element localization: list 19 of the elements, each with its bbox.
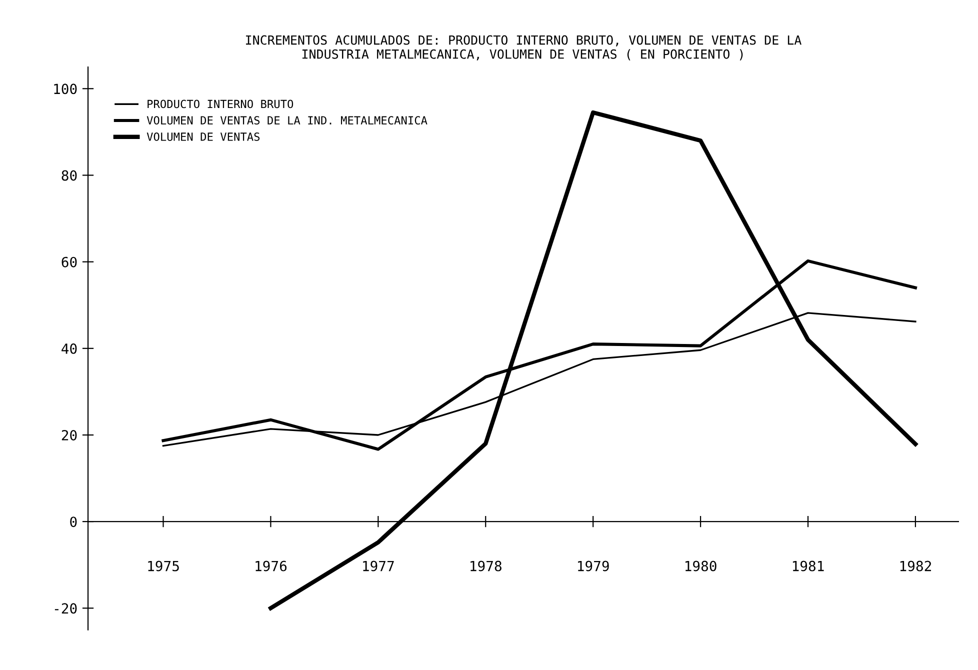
y-tick-label: 100 (54, 84, 77, 94)
x-tick-label: 1982 (900, 560, 931, 572)
x-tick-label: 1981 (792, 560, 824, 572)
legend-label: VOLUMEN DE VENTAS DE LA IND. METALMECANICA (146, 116, 428, 125)
legend-label: PRODUCTO INTERNO BRUTO (148, 100, 294, 108)
y-tick-label: 60 (62, 256, 77, 268)
y-tick-label: 20 (62, 430, 77, 440)
x-tick-label: 1980 (685, 560, 716, 572)
y-tick-label: 0 (70, 516, 77, 528)
x-tick-label: 1976 (256, 560, 287, 572)
x-tick-label: 1979 (578, 560, 609, 572)
y-tick-label: 40 (62, 343, 77, 354)
x-tick-label: 1977 (363, 560, 394, 572)
legend-label: VOLUMEN DE VENTAS (146, 132, 260, 141)
x-tick-label: 1975 (148, 560, 179, 572)
chart-title: INCREMENTOS ACUMULADOS DE: PRODUCTO INTERNO BRUTO, VOLUMEN DE VENTAS DE LA INDUSTRIA METALMECANICA, VOLUMEN DE VENTAS ( EN PORCIENTO ) (246, 35, 802, 60)
x-tick-label: 1978 (470, 560, 502, 572)
y-tick-label: 80 (62, 170, 77, 181)
y-tick-label: -20 (54, 603, 77, 614)
